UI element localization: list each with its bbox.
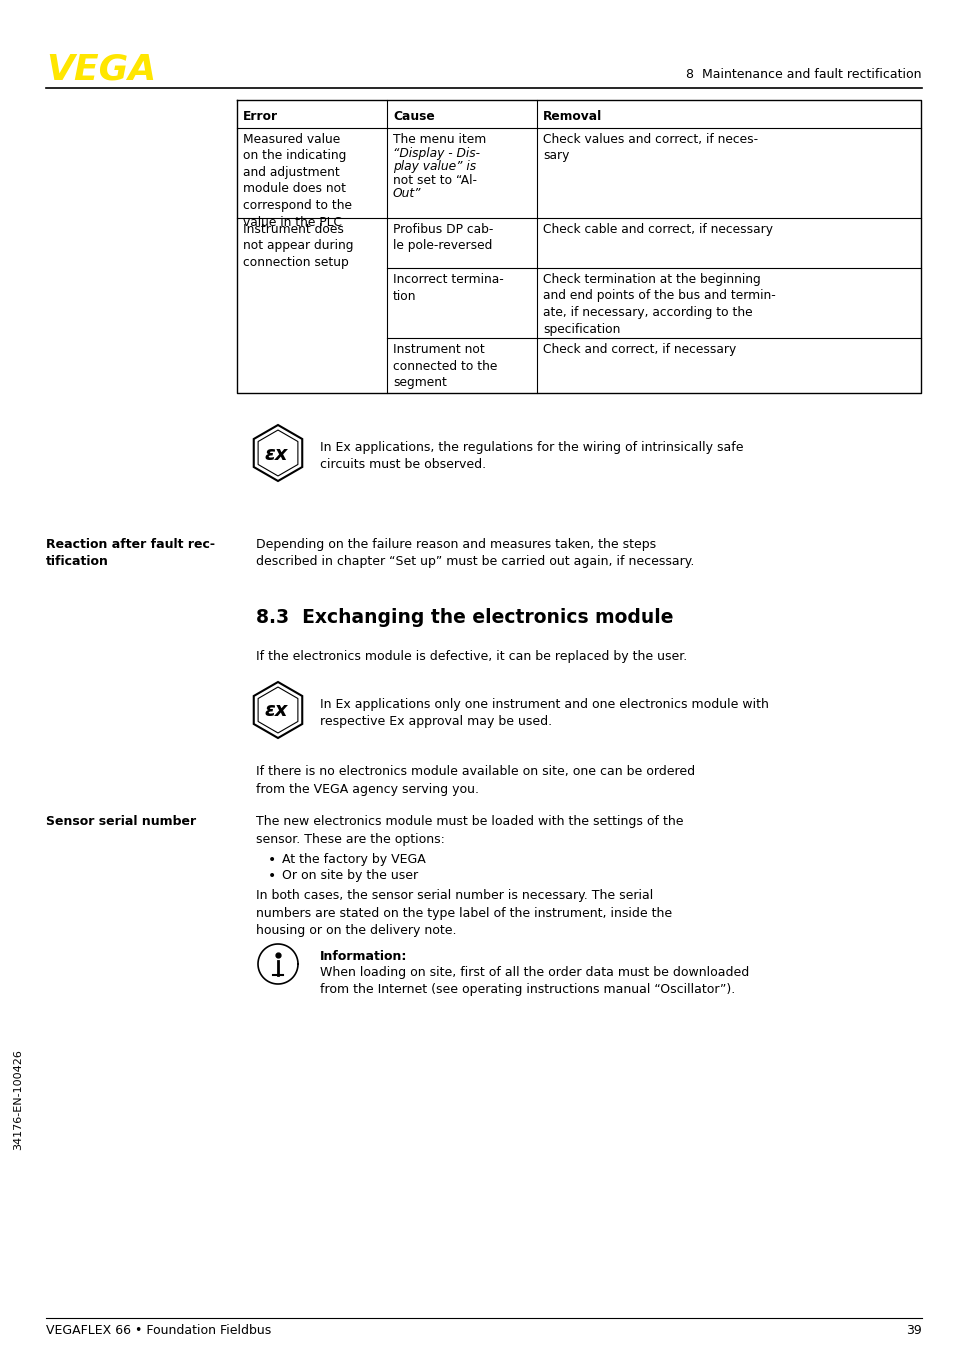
Text: Information:: Information: (319, 951, 407, 963)
Polygon shape (253, 682, 302, 738)
Text: Check termination at the beginning
and end points of the bus and termin-
ate, if: Check termination at the beginning and e… (542, 274, 775, 336)
Text: When loading on site, first of all the order data must be downloaded
from the In: When loading on site, first of all the o… (319, 965, 748, 997)
Polygon shape (257, 944, 297, 984)
Text: At the factory by VEGA: At the factory by VEGA (282, 853, 425, 867)
Text: 8  Maintenance and fault rectification: 8 Maintenance and fault rectification (686, 68, 921, 81)
Text: Depending on the failure reason and measures taken, the steps
described in chapt: Depending on the failure reason and meas… (255, 538, 694, 569)
Text: εx: εx (264, 701, 288, 720)
Text: •: • (268, 853, 276, 867)
Text: Or on site by the user: Or on site by the user (282, 869, 417, 881)
Text: Out”: Out” (393, 187, 421, 200)
Text: Check and correct, if necessary: Check and correct, if necessary (542, 343, 736, 356)
Text: Check values and correct, if neces-
sary: Check values and correct, if neces- sary (542, 133, 758, 162)
Text: εx: εx (264, 444, 288, 463)
Text: Instrument not
connected to the
segment: Instrument not connected to the segment (393, 343, 497, 389)
Text: In both cases, the sensor serial number is necessary. The serial
numbers are sta: In both cases, the sensor serial number … (255, 890, 672, 937)
Text: 39: 39 (905, 1324, 921, 1336)
Text: VEGA: VEGA (46, 51, 156, 87)
Text: •: • (268, 869, 276, 883)
Text: Profibus DP cab-
le pole-reversed: Profibus DP cab- le pole-reversed (393, 223, 493, 252)
Text: Instrument does
not appear during
connection setup: Instrument does not appear during connec… (243, 223, 354, 269)
Text: Sensor serial number: Sensor serial number (46, 815, 196, 829)
Text: 8.3  Exchanging the electronics module: 8.3 Exchanging the electronics module (255, 608, 673, 627)
Polygon shape (253, 425, 302, 481)
Text: Error: Error (243, 110, 278, 123)
Text: If there is no electronics module available on site, one can be ordered
from the: If there is no electronics module availa… (255, 765, 695, 796)
Text: 34176-EN-100426: 34176-EN-100426 (13, 1049, 23, 1151)
Text: not set to “Al-: not set to “Al- (393, 173, 476, 187)
Text: In Ex applications, the regulations for the wiring of intrinsically safe
circuit: In Ex applications, the regulations for … (319, 441, 742, 471)
Text: “Display - Dis-: “Display - Dis- (393, 146, 479, 160)
Text: If the electronics module is defective, it can be replaced by the user.: If the electronics module is defective, … (255, 650, 686, 663)
Text: In Ex applications only one instrument and one electronics module with
respectiv: In Ex applications only one instrument a… (319, 699, 768, 728)
Text: Removal: Removal (542, 110, 601, 123)
Text: Reaction after fault rec-
tification: Reaction after fault rec- tification (46, 538, 214, 567)
Text: The new electronics module must be loaded with the settings of the
sensor. These: The new electronics module must be loade… (255, 815, 682, 845)
Text: Check cable and correct, if necessary: Check cable and correct, if necessary (542, 223, 772, 236)
Text: Incorrect termina-
tion: Incorrect termina- tion (393, 274, 503, 302)
Text: VEGAFLEX 66 • Foundation Fieldbus: VEGAFLEX 66 • Foundation Fieldbus (46, 1324, 271, 1336)
Text: Measured value
on the indicating
and adjustment
module does not
correspond to th: Measured value on the indicating and adj… (243, 133, 352, 229)
Text: play value” is: play value” is (393, 160, 476, 173)
Text: The menu item: The menu item (393, 133, 486, 146)
Text: Cause: Cause (393, 110, 435, 123)
